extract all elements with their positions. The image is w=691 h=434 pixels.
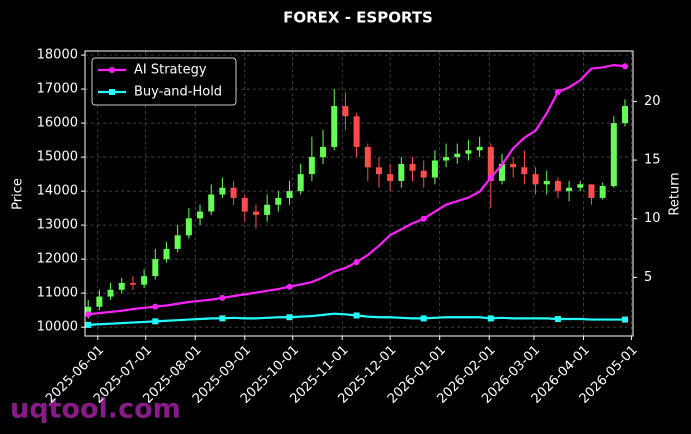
candle-body [476, 146, 483, 151]
candle-body [599, 186, 606, 198]
candle-body [465, 150, 472, 154]
y2-tick-label: 20 [644, 94, 661, 109]
candle-body [409, 163, 416, 171]
candle-body [185, 218, 192, 236]
candle-body [610, 123, 617, 187]
candle-body [443, 157, 450, 161]
candle-body [275, 197, 282, 205]
series-marker [622, 63, 629, 70]
series-marker [554, 89, 561, 96]
y2-axis-label: Return [668, 172, 683, 215]
candle-body [286, 191, 293, 198]
candle-body [398, 163, 405, 181]
series-marker [554, 315, 561, 322]
candle-body [107, 289, 114, 297]
candle-body [118, 282, 125, 290]
series-marker [219, 294, 226, 301]
series-marker [85, 311, 92, 318]
series-marker [152, 318, 159, 325]
candle-body [498, 163, 505, 181]
candle-body [353, 116, 360, 147]
candle-body [588, 184, 595, 198]
series-marker [622, 316, 629, 323]
candle-body [129, 282, 136, 285]
candle-body [320, 146, 327, 158]
series-marker [487, 174, 494, 181]
candle-body [163, 248, 170, 260]
candle-body [308, 157, 315, 175]
legend-marker [109, 67, 115, 73]
y-tick-label: 12000 [37, 252, 78, 267]
candle-body [454, 153, 461, 158]
candle-body [521, 167, 528, 175]
candle-body [420, 170, 427, 178]
series-marker [420, 215, 427, 222]
candle-body [219, 187, 226, 195]
candle-body [208, 194, 215, 212]
y-tick-label: 15000 [37, 150, 78, 165]
candle-body [554, 180, 561, 192]
candle-body [152, 259, 159, 277]
series-marker [219, 315, 226, 322]
legend-marker [109, 89, 115, 95]
y-tick-label: 10000 [37, 320, 78, 335]
watermark: uqtool.com [10, 394, 181, 425]
candle-body [297, 174, 304, 192]
legend-box [91, 57, 237, 106]
y-tick-label: 18000 [37, 48, 78, 63]
series-marker [286, 283, 293, 290]
candle-body [577, 184, 584, 188]
candle-body [566, 187, 573, 192]
series-marker [353, 259, 360, 266]
candle-body [342, 106, 349, 117]
candle-body [387, 174, 394, 181]
y2-tick-label: 10 [644, 211, 661, 226]
y-tick-label: 17000 [37, 82, 78, 97]
y-tick-label: 13000 [37, 218, 78, 233]
candle-body [622, 106, 629, 124]
plot-frame [84, 50, 634, 337]
y-tick-label: 11000 [37, 286, 78, 301]
series-marker [353, 312, 360, 319]
series-marker [286, 314, 293, 321]
series-marker [152, 303, 159, 310]
candle-body [487, 146, 494, 181]
series-marker [420, 315, 427, 322]
candle-body [141, 276, 148, 285]
candle-body [96, 296, 103, 307]
candle-body [431, 160, 438, 178]
legend-label: Buy-and-Hold [134, 85, 222, 100]
candle-body [510, 163, 517, 168]
legend-label: AI Strategy [134, 63, 207, 78]
candle-body [543, 180, 550, 185]
y-tick-label: 16000 [37, 116, 78, 131]
candle-body [174, 235, 181, 249]
candle-body [230, 187, 237, 198]
candle-body [375, 167, 382, 175]
candle-body [241, 197, 248, 212]
candle-body [364, 146, 371, 168]
series-marker [85, 321, 92, 328]
series-marker [487, 315, 494, 322]
chart-title: FOREX - ESPORTS [283, 9, 433, 27]
candle-body [85, 306, 92, 314]
candle-body [331, 106, 338, 147]
candle-body [197, 211, 204, 219]
y-axis-label: Price [11, 178, 26, 210]
candle-body [532, 174, 539, 185]
candle-body [252, 211, 259, 215]
y2-tick-label: 15 [644, 153, 661, 168]
candle-body [264, 204, 271, 215]
y-tick-label: 14000 [37, 184, 78, 199]
y2-tick-label: 5 [644, 270, 652, 285]
